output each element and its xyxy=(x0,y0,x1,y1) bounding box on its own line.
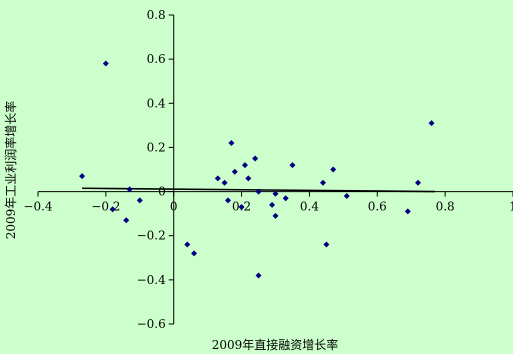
y-tick-label: 0.6 xyxy=(147,52,166,66)
y-tick-label: −0.6 xyxy=(137,317,166,331)
y-tick-label: −0.2 xyxy=(137,229,166,243)
data-point xyxy=(123,217,130,224)
data-point xyxy=(136,197,143,204)
data-point xyxy=(221,179,228,186)
y-tick-label: 0.8 xyxy=(147,8,166,22)
data-point xyxy=(343,192,350,199)
x-tick-label: −0.2 xyxy=(91,200,120,214)
y-tick-label: −0.4 xyxy=(137,273,167,287)
data-point xyxy=(191,250,198,257)
data-point xyxy=(255,272,262,279)
y-tick-label: 0.4 xyxy=(147,96,166,110)
data-point xyxy=(269,201,276,208)
data-point xyxy=(272,212,279,219)
data-point xyxy=(238,204,245,211)
data-point xyxy=(102,60,109,67)
data-point xyxy=(282,195,289,202)
data-point xyxy=(126,186,133,193)
data-point xyxy=(415,179,421,186)
data-point xyxy=(289,162,296,169)
data-point xyxy=(255,188,262,195)
data-point xyxy=(428,120,435,127)
plot-area xyxy=(38,15,513,324)
data-point xyxy=(320,179,326,186)
data-point xyxy=(109,206,116,213)
y-axis-title: 2009年工业利润率增长率 xyxy=(3,101,18,240)
data-point xyxy=(228,140,235,147)
data-point xyxy=(252,155,259,162)
tick-layer: −0.6−0.4−0.200.20.40.60.8−0.4−0.200.20.4… xyxy=(23,8,513,331)
x-tick-label: −0.4 xyxy=(23,200,53,214)
data-point xyxy=(184,241,191,248)
x-tick-label: 0.4 xyxy=(300,200,319,214)
data-point xyxy=(225,197,231,204)
x-tick-label: 0.6 xyxy=(368,200,387,214)
data-point xyxy=(245,175,252,182)
data-point xyxy=(241,162,248,169)
x-tick-label: 1 xyxy=(509,200,513,214)
data-point xyxy=(272,190,279,197)
data-point xyxy=(404,208,411,215)
data-point xyxy=(330,166,337,173)
data-point xyxy=(214,175,221,182)
x-tick-label: 0.8 xyxy=(436,200,455,214)
x-axis-title: 2009年直接融资增长率 xyxy=(212,337,339,352)
data-point xyxy=(79,173,86,180)
points-layer xyxy=(79,60,435,279)
data-point xyxy=(323,241,330,248)
data-point xyxy=(231,168,238,175)
y-tick-label: 0.2 xyxy=(147,140,166,154)
